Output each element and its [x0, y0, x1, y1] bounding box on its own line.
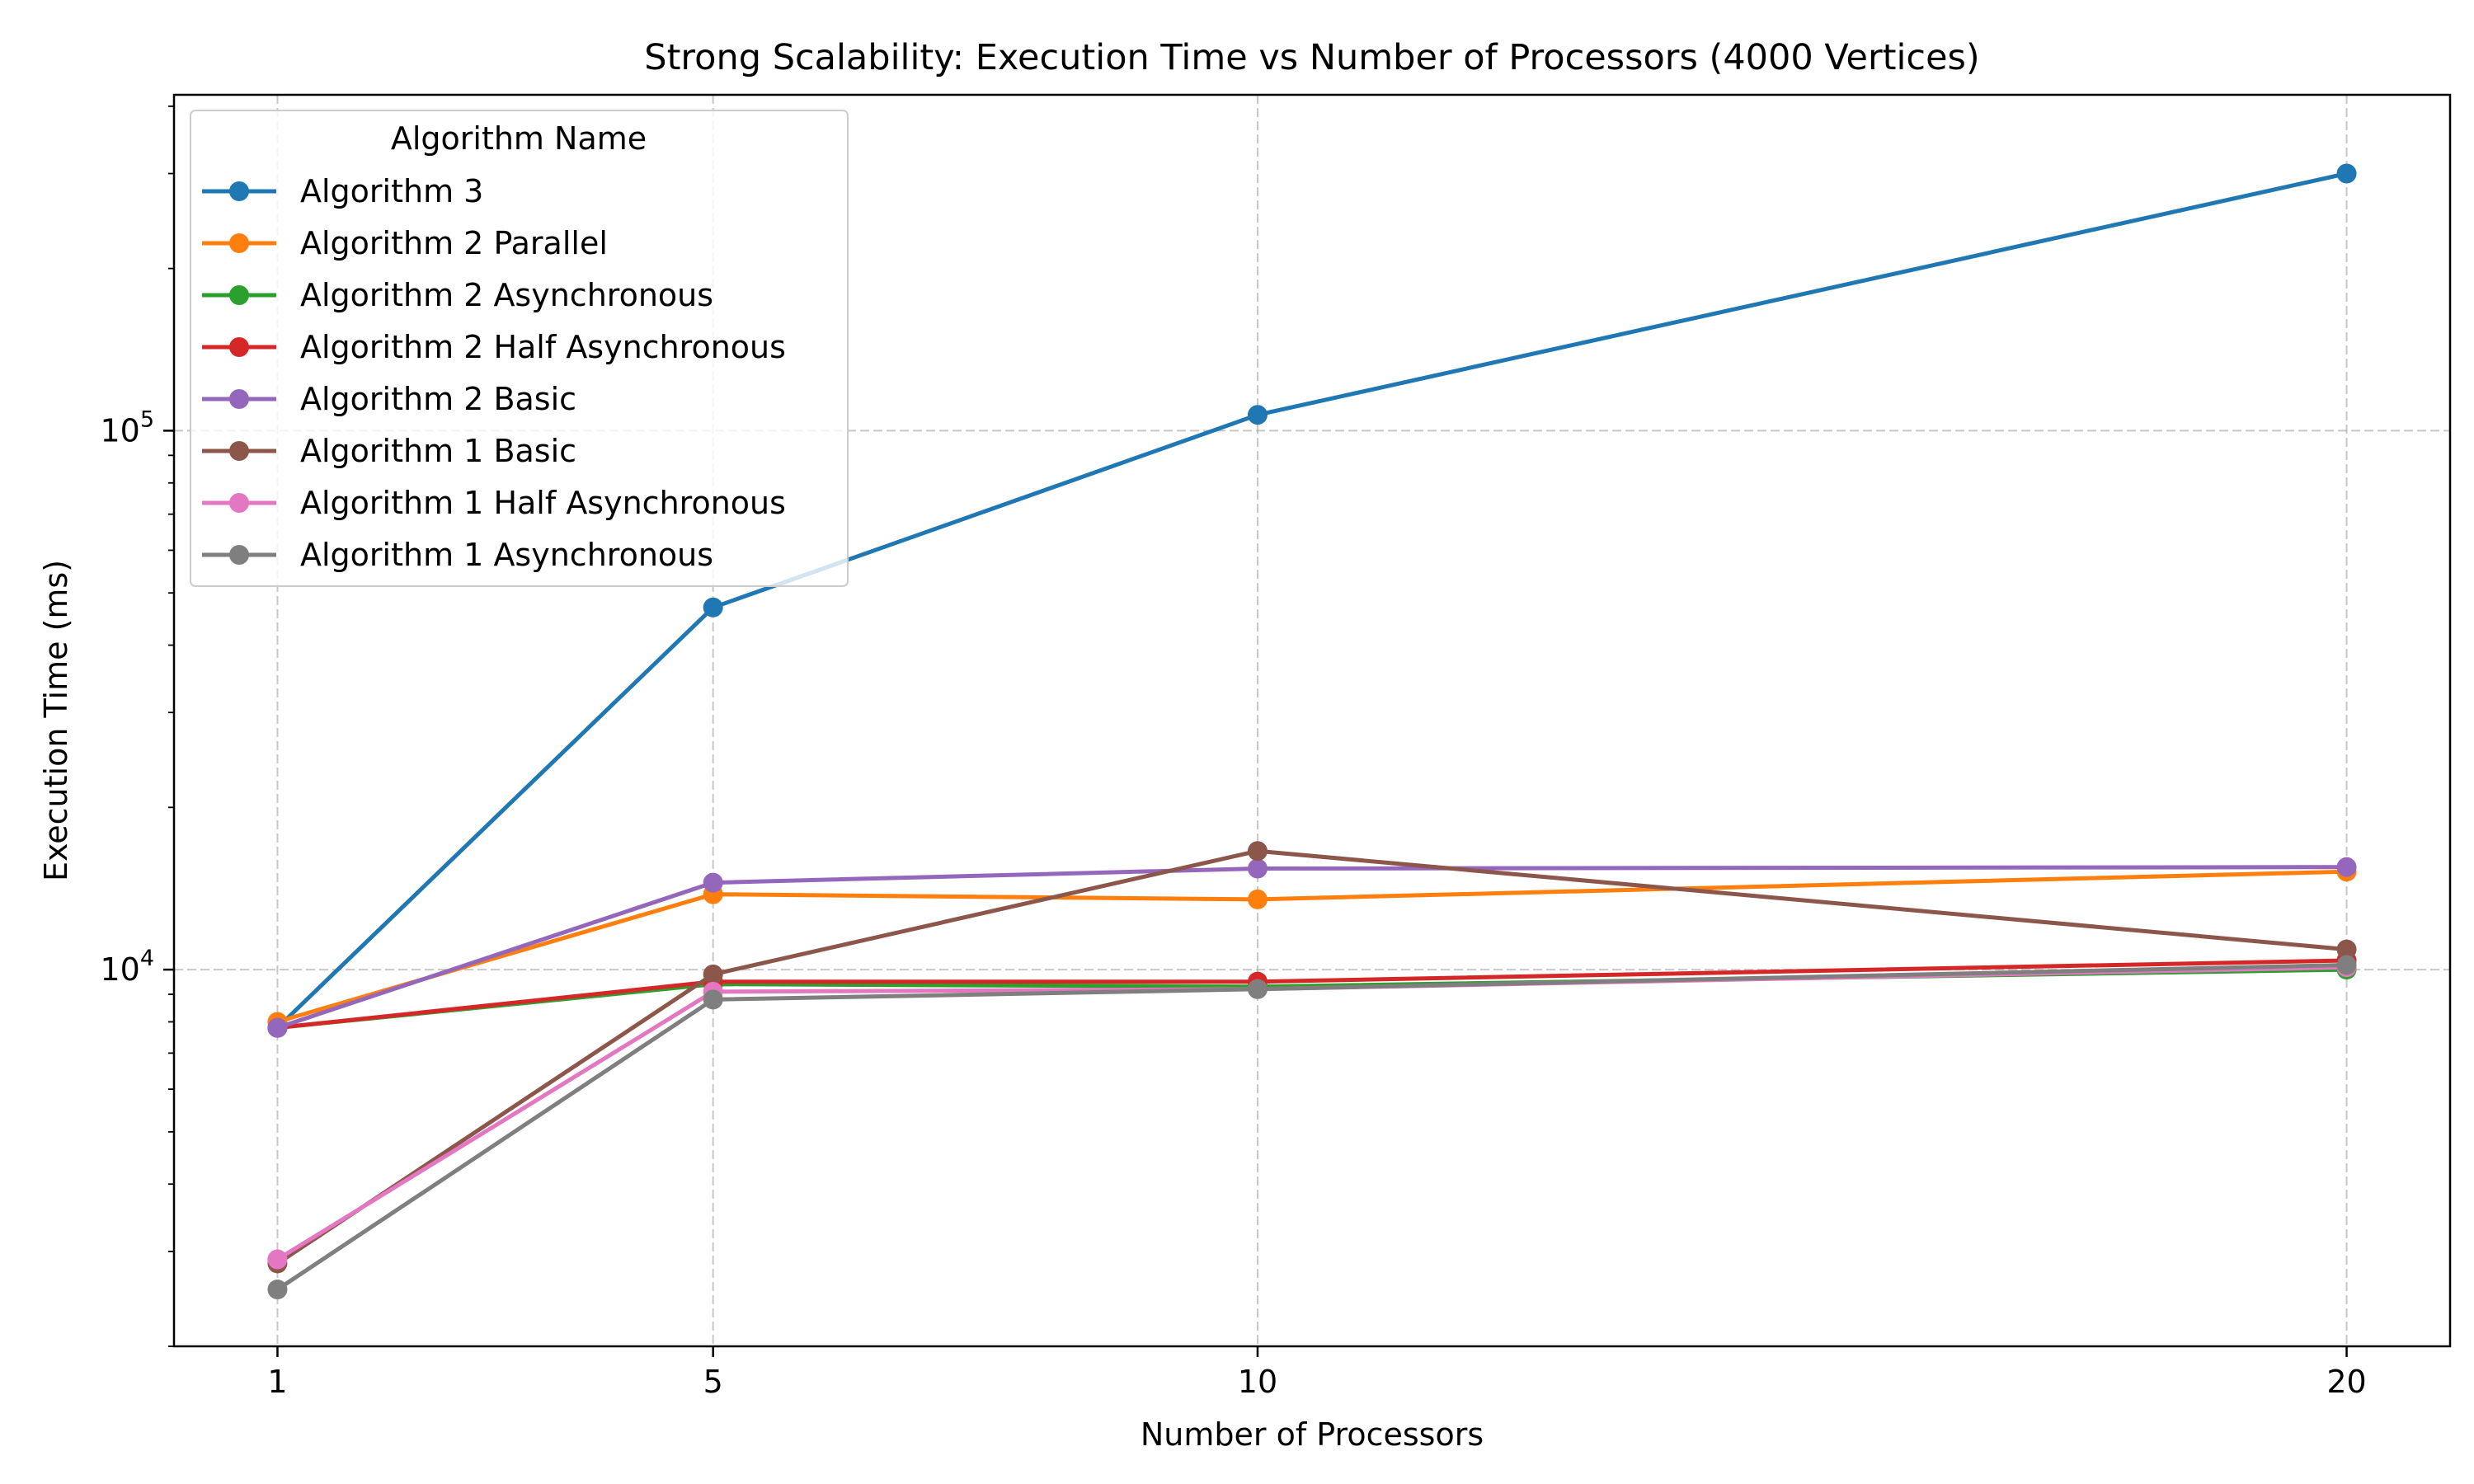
legend-label: Algorithm 1 Basic: [300, 433, 576, 469]
chart-title: Strong Scalability: Execution Time vs Nu…: [644, 37, 1979, 78]
series: [267, 163, 2357, 1038]
x-tick-label: 20: [2326, 1364, 2366, 1400]
legend-label: Algorithm 2 Half Asynchronous: [300, 329, 786, 365]
legend: Algorithm Name Algorithm 3 Algorithm 2 Pa…: [190, 110, 849, 587]
legend-box: [190, 110, 849, 587]
axis-layer: 1 5 10 20 104 105: [100, 105, 2367, 1400]
legend-swatch-marker: [229, 181, 249, 201]
series-line: [277, 958, 2347, 1031]
data-point: [1247, 979, 1268, 999]
legend-label: Algorithm 2 Asynchronous: [300, 277, 713, 313]
series-line: [276, 848, 2347, 1266]
series-line: [275, 171, 2348, 1030]
series: [267, 857, 2357, 1038]
series-layer: [267, 163, 2357, 1300]
legend-label: Algorithm 2 Parallel: [300, 225, 608, 261]
legend-entry: Algorithm 1 Half Asynchronous: [202, 485, 786, 521]
data-point: [267, 1017, 288, 1038]
data-point: [2336, 857, 2357, 877]
x-tick-label: 1: [267, 1364, 287, 1400]
plot-frame: [172, 93, 2452, 1348]
data-point: [1247, 841, 1268, 862]
legend-label: Algorithm 2 Basic: [300, 381, 576, 417]
legend-entry: Algorithm 1 Asynchronous: [202, 537, 713, 573]
y-tick-label: 105: [100, 406, 154, 448]
data-point: [267, 1249, 288, 1270]
legend-swatch-marker: [229, 493, 249, 513]
legend-entry: Algorithm 2 Half Asynchronous: [202, 329, 786, 365]
data-point: [703, 872, 723, 893]
legend-label: Algorithm 1 Half Asynchronous: [300, 485, 786, 521]
data-point: [267, 1280, 288, 1300]
data-point: [1247, 405, 1268, 425]
data-point: [2336, 939, 2357, 960]
series-line: [276, 865, 2347, 1030]
legend-swatch-marker: [229, 233, 249, 253]
x-tick-label: 10: [1238, 1364, 1277, 1400]
x-tick-label: 5: [703, 1364, 723, 1400]
series-line: [276, 869, 2347, 1024]
legend-entry: Algorithm 2 Asynchronous: [202, 277, 713, 313]
series-line: [276, 963, 2347, 1292]
legend-swatch-marker: [229, 337, 249, 357]
y-axis-label: Execution Time (ms): [38, 560, 74, 881]
legend-entry: Algorithm 1 Basic: [202, 433, 576, 469]
legend-entries: Algorithm 3 Algorithm 2 Parallel Algorithm…: [202, 173, 786, 573]
data-point: [2336, 955, 2357, 975]
data-point: [1247, 858, 1268, 879]
data-point: [703, 964, 723, 984]
data-point: [703, 597, 723, 618]
legend-swatch-marker: [229, 545, 249, 565]
legend-title: Algorithm Name: [391, 120, 647, 157]
legend-label: Algorithm 1 Asynchronous: [300, 537, 713, 573]
legend-swatch-marker: [229, 441, 249, 461]
legend-entry: Algorithm 2 Basic: [202, 381, 576, 417]
legend-label: Algorithm 3: [300, 173, 483, 209]
data-point: [703, 989, 723, 1010]
grid-layer: [174, 95, 2450, 1346]
legend-swatch-marker: [229, 389, 249, 409]
series: [267, 955, 2357, 1300]
data-point: [2336, 163, 2357, 184]
data-point: [1247, 889, 1268, 909]
x-axis-label: Number of Processors: [1141, 1416, 1484, 1453]
legend-entry: Algorithm 3: [202, 173, 483, 209]
legend-entry: Algorithm 2 Parallel: [202, 225, 608, 261]
y-tick-label: 104: [100, 946, 154, 988]
legend-swatch-marker: [229, 285, 249, 305]
